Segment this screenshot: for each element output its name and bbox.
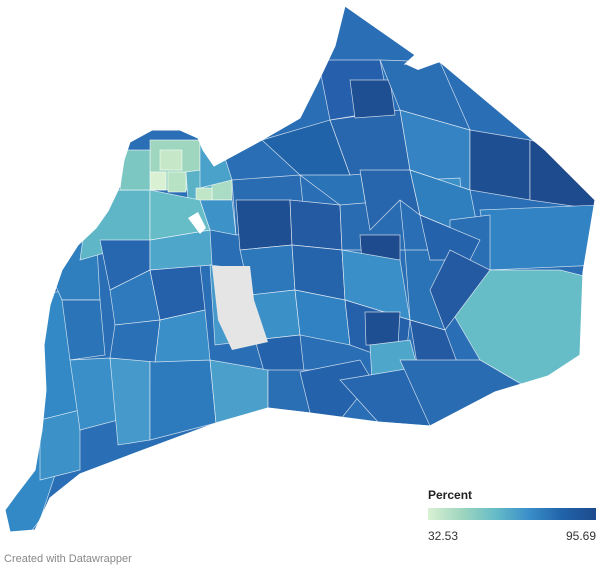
- map-gap-northeast: [405, 58, 440, 70]
- legend-min-label: 32.53: [428, 529, 459, 543]
- legend-max-label: 95.69: [565, 529, 596, 543]
- legend-gradient-bar: [428, 508, 596, 520]
- no-data-area: [212, 266, 268, 350]
- legend-title: Percent: [428, 488, 473, 502]
- datawrapper-credit[interactable]: Created with Datawrapper: [4, 553, 132, 565]
- map-gap-downtown: [188, 212, 206, 234]
- map-legend: Percent 32.53 95.69: [428, 488, 596, 545]
